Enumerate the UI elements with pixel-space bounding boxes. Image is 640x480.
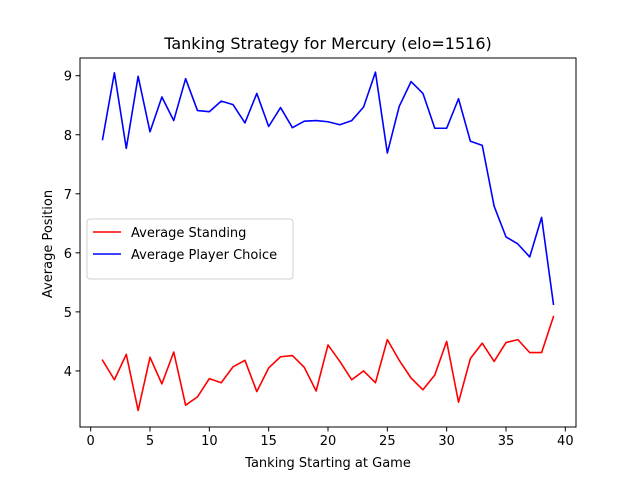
y-tick-label: 6 bbox=[64, 247, 72, 262]
x-tick-label: 35 bbox=[498, 434, 515, 449]
y-tick-label: 9 bbox=[64, 70, 72, 85]
x-tick-label: 20 bbox=[320, 434, 337, 449]
legend-label: Average Standing bbox=[131, 226, 246, 241]
x-tick-label: 5 bbox=[146, 434, 154, 449]
y-tick-label: 8 bbox=[64, 129, 72, 144]
x-tick-label: 10 bbox=[201, 434, 218, 449]
y-tick-label: 7 bbox=[64, 188, 72, 203]
y-tick-label: 4 bbox=[64, 365, 72, 380]
plot-area bbox=[101, 71, 555, 412]
legend-box bbox=[86, 218, 294, 280]
x-tick-label: 40 bbox=[557, 434, 574, 449]
y-tick-label: 5 bbox=[64, 306, 72, 321]
x-tick-label: 15 bbox=[260, 434, 277, 449]
series-line-average-player-choice bbox=[101, 71, 555, 306]
x-tick-label: 30 bbox=[438, 434, 455, 449]
x-tick-label: 0 bbox=[87, 434, 95, 449]
x-axis-label: Tanking Starting at Game bbox=[244, 456, 411, 471]
legend: Average Standing Average Player Choice bbox=[86, 218, 294, 280]
x-tick-label: 25 bbox=[379, 434, 396, 449]
y-axis-label: Average Position bbox=[41, 190, 56, 298]
series-line-average-standing bbox=[101, 315, 555, 412]
chart-title: Tanking Strategy for Mercury (elo=1516) bbox=[163, 34, 492, 53]
legend-label: Average Player Choice bbox=[131, 248, 277, 263]
